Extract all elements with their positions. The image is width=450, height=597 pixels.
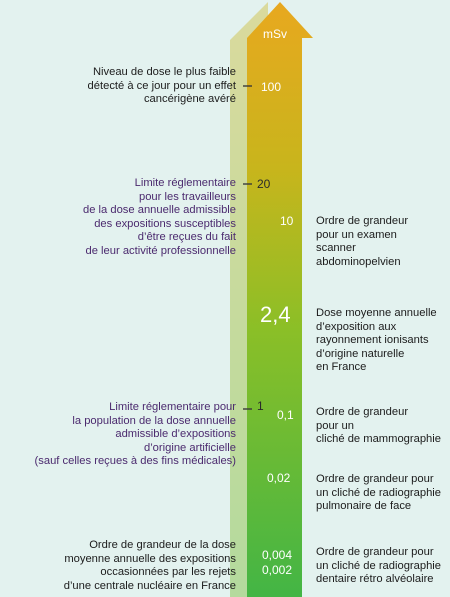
annotation-abdominal-scan: Ordre de grandeur pour un examen scanner… bbox=[316, 215, 409, 268]
value-0-02: 0,02 bbox=[267, 471, 291, 485]
value-0-004: 0,004 bbox=[262, 548, 293, 562]
value-2-4: 2,4 bbox=[260, 302, 291, 327]
value-0-002: 0,002 bbox=[262, 563, 293, 577]
annotation-lowest-cancer-dose: Niveau de dose le plus faible détecté à … bbox=[87, 66, 236, 106]
annotation-nuclear-plant: Ordre de grandeur de la dose moyenne ann… bbox=[63, 539, 236, 592]
value-1: 1 bbox=[257, 399, 264, 413]
annotation-natural-average: Dose moyenne annuelle d’exposition aux r… bbox=[316, 307, 437, 374]
annotation-mammography: Ordre de grandeur pour un cliché de mamm… bbox=[316, 406, 441, 446]
unit-label: mSv bbox=[263, 27, 287, 41]
value-10: 10 bbox=[280, 214, 294, 228]
annotation-dental-xray: Ordre de grandeur pour un cliché de radi… bbox=[316, 546, 442, 586]
annotation-chest-xray: Ordre de grandeur pour un cliché de radi… bbox=[316, 473, 442, 513]
annotation-public-limit: Limite réglementaire pour la population … bbox=[34, 401, 236, 468]
value-100: 100 bbox=[261, 80, 282, 94]
value-20: 20 bbox=[257, 177, 271, 191]
arrow-body bbox=[247, 2, 313, 597]
value-0-1: 0,1 bbox=[277, 408, 294, 422]
annotation-workers-limit: Limite réglementaire pour les travailleu… bbox=[83, 177, 236, 257]
